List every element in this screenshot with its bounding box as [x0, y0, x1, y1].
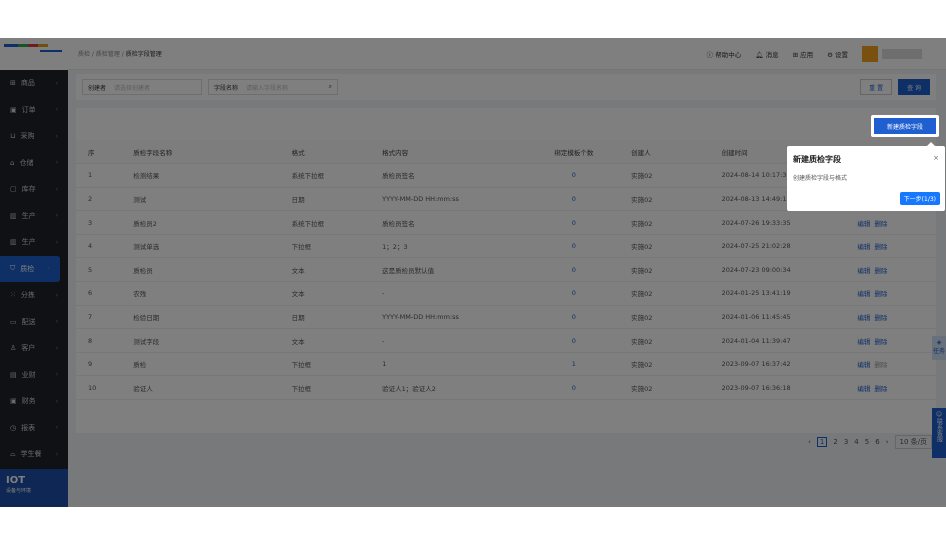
tour-overlay[interactable]	[0, 38, 946, 507]
tour-title: 新建质检字段	[793, 155, 841, 164]
highlight-new-field: 新建质检字段	[871, 115, 939, 137]
tour-next-button[interactable]: 下一步(1/3)	[899, 192, 940, 205]
app: 质检 / 质检管理 / 质检字段管理 ⓘ 帮助中心 🔔︎ 消息 ⊞ 应用 ⚙ 设…	[0, 38, 946, 507]
tour-popover: 新建质检字段 × 创建质检字段与格式 下一步(1/3)	[787, 142, 945, 211]
close-icon[interactable]: ×	[933, 154, 939, 162]
new-field-button[interactable]: 新建质检字段	[874, 118, 936, 134]
tour-body: 创建质检字段与格式	[793, 175, 848, 182]
